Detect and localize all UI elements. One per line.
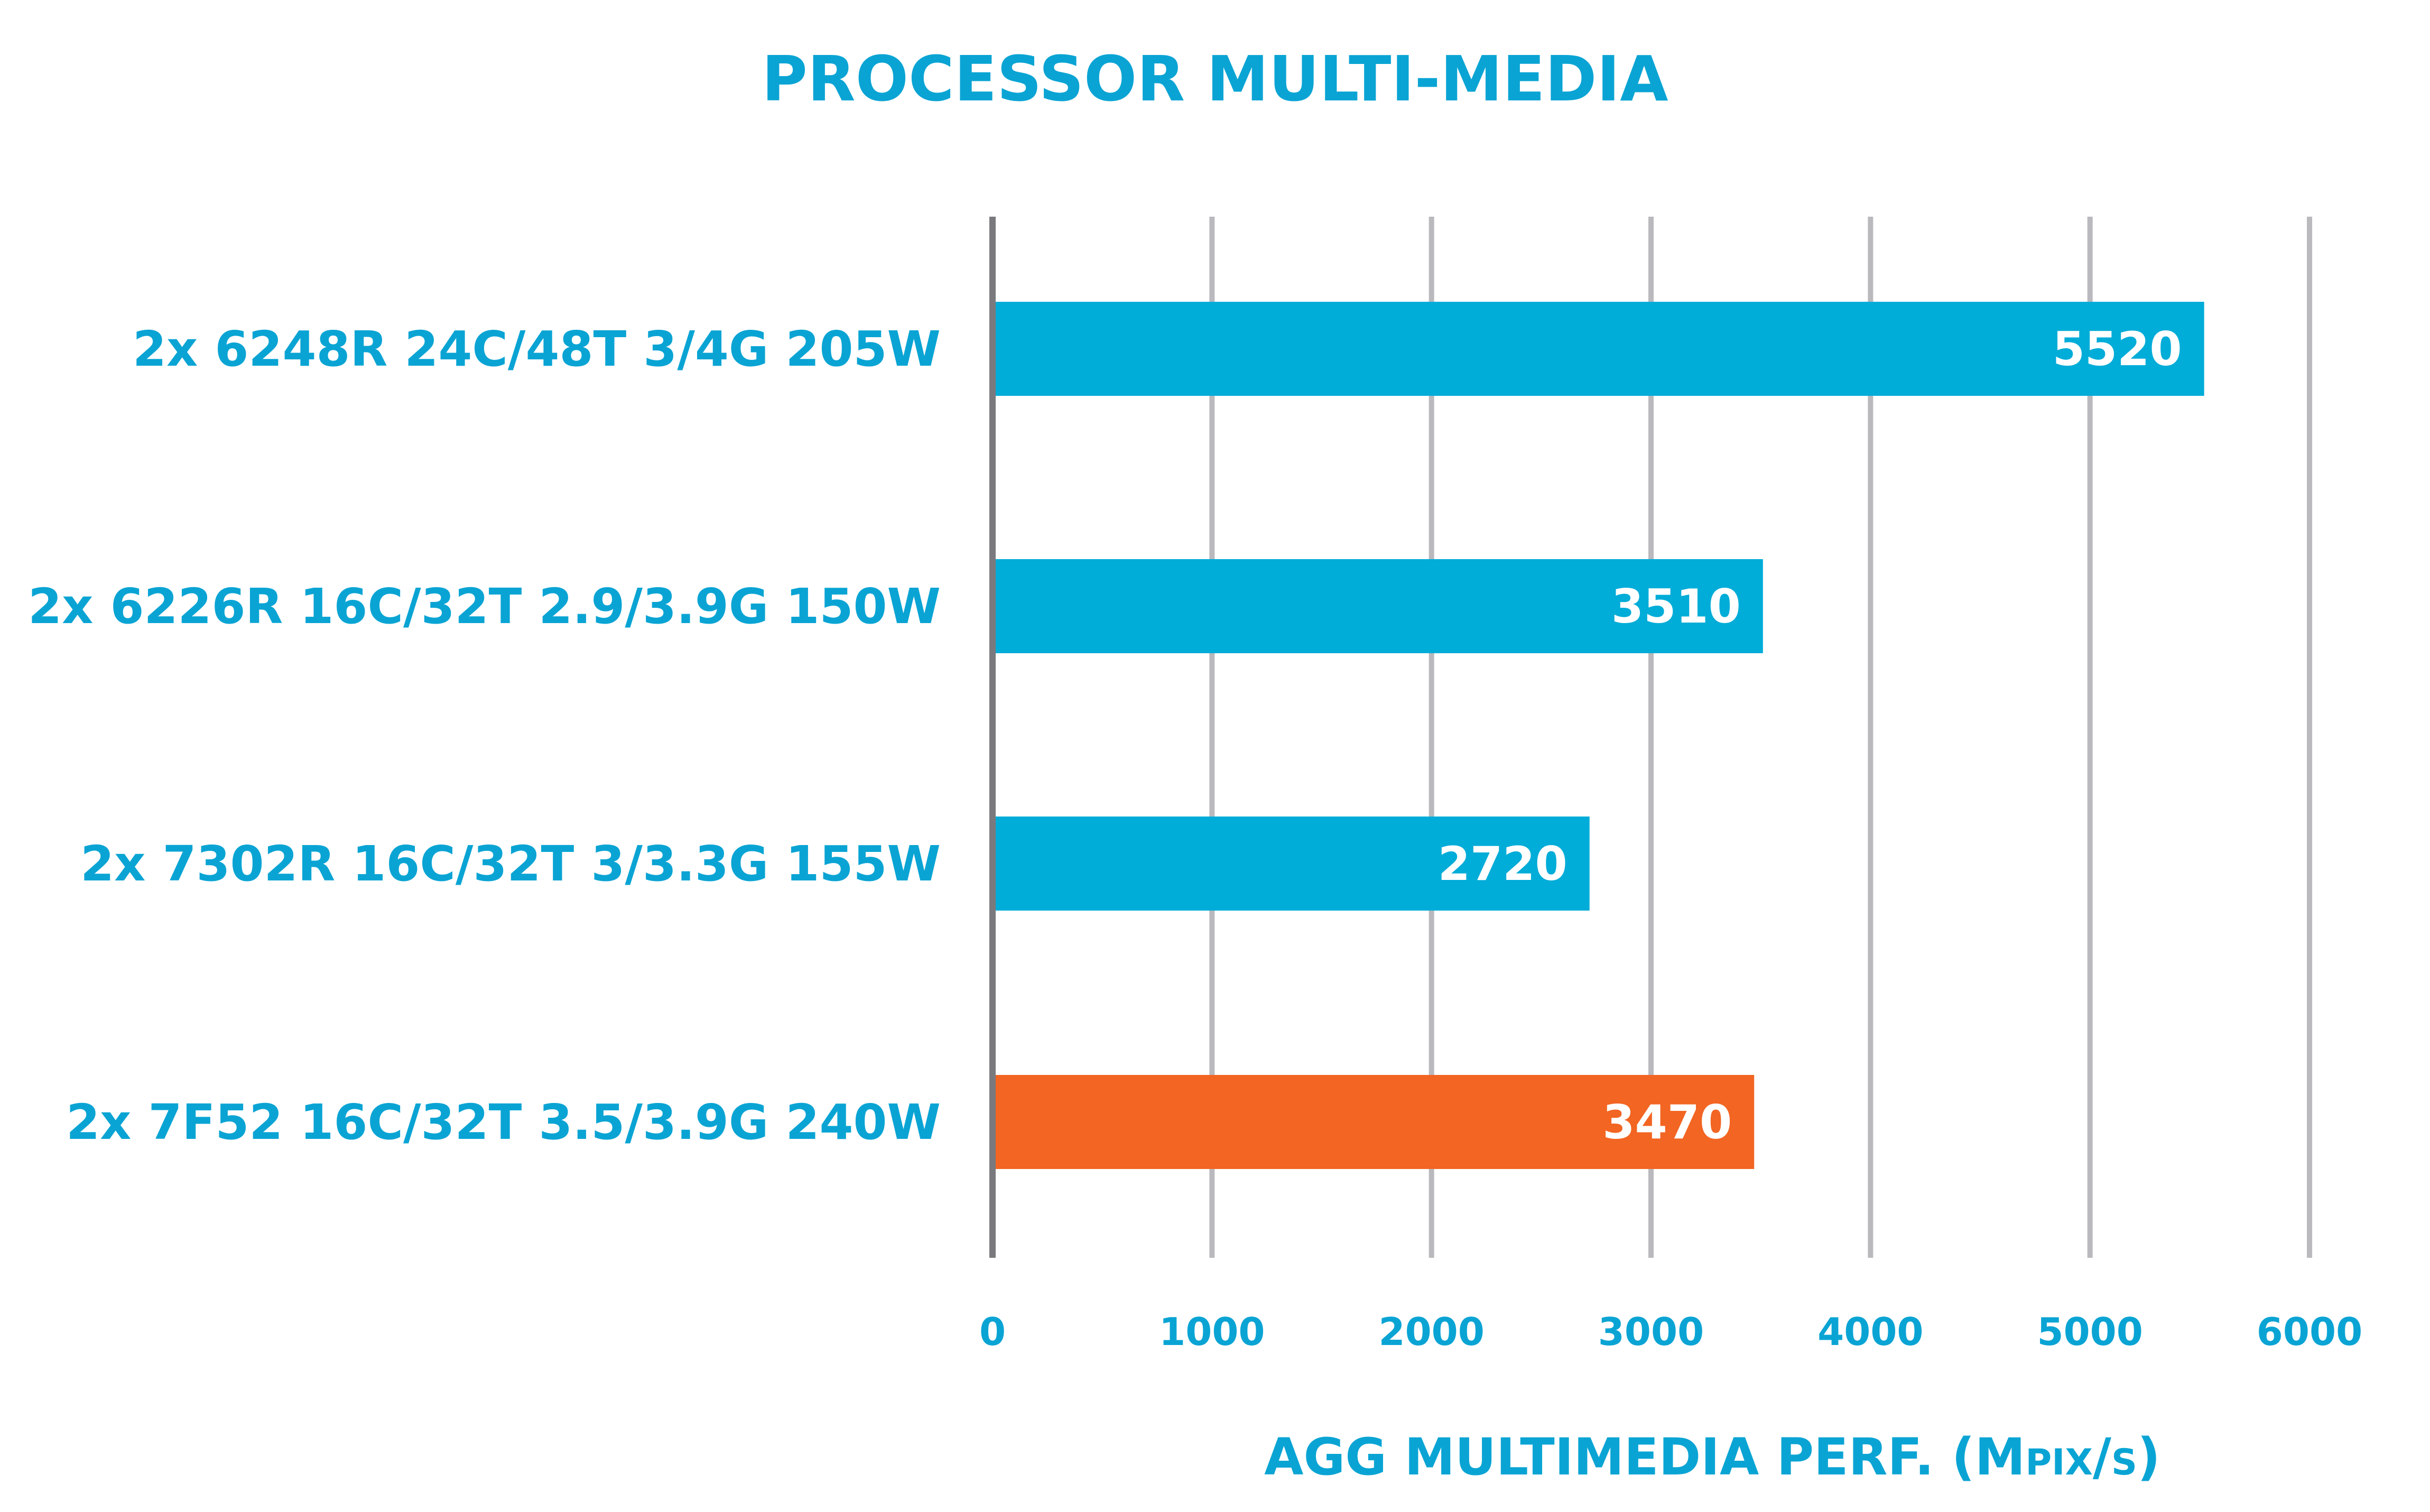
category-label-2: 2x 6226R 16C/32T 2.9/3.9G 150W bbox=[28, 578, 941, 635]
category-label-1: 2x 6248R 24C/48T 3/4G 205W bbox=[133, 321, 941, 377]
bar-3 bbox=[993, 817, 1590, 911]
bar-1 bbox=[993, 302, 2204, 396]
x-axis-label-unit-pix: PIX bbox=[2025, 1442, 2093, 1483]
x-tick-label-4000: 4000 bbox=[1817, 1310, 1923, 1354]
bar-value-label-4: 3470 bbox=[1602, 1095, 1732, 1149]
x-tick-label-0: 0 bbox=[979, 1310, 1006, 1354]
x-tick-label-3000: 3000 bbox=[1598, 1310, 1704, 1354]
x-axis-label: AGG MULTIMEDIA PERF. (MPIX/S) bbox=[1264, 1427, 2160, 1487]
bars: 5520 3510 2720 3470 bbox=[993, 302, 2204, 1169]
x-tick-label-6000: 6000 bbox=[2257, 1310, 2362, 1354]
x-axis-label-prefix: AGG MULTIMEDIA PERF. ( bbox=[1264, 1427, 1975, 1487]
x-axis-label-suffix: ) bbox=[2137, 1427, 2160, 1487]
bar-value-label-2: 3510 bbox=[1611, 579, 1741, 634]
x-tick-label-5000: 5000 bbox=[2037, 1310, 2143, 1354]
category-label-4: 2x 7F52 16C/32T 3.5/3.9G 240W bbox=[66, 1094, 941, 1151]
x-axis-label-unit-sep: / bbox=[2093, 1427, 2112, 1487]
category-labels: 2x 6248R 24C/48T 3/4G 205W 2x 6226R 16C/3… bbox=[28, 321, 941, 1151]
bar-2 bbox=[993, 559, 1763, 653]
chart-title: PROCESSOR MULTI-MEDIA bbox=[762, 42, 1668, 115]
x-tick-label-1000: 1000 bbox=[1159, 1310, 1265, 1354]
x-tick-labels: 0 1000 2000 3000 4000 5000 6000 bbox=[979, 1310, 2362, 1354]
x-tick-label-2000: 2000 bbox=[1378, 1310, 1484, 1354]
category-label-3: 2x 7302R 16C/32T 3/3.3G 155W bbox=[80, 836, 941, 892]
bar-value-label-1: 5520 bbox=[2053, 322, 2182, 376]
bar-4 bbox=[993, 1075, 1755, 1169]
bar-value-label-3: 2720 bbox=[1438, 837, 1568, 891]
x-axis-label-unit-m: M bbox=[1975, 1427, 2026, 1487]
x-axis-label-unit-s: S bbox=[2111, 1442, 2137, 1483]
